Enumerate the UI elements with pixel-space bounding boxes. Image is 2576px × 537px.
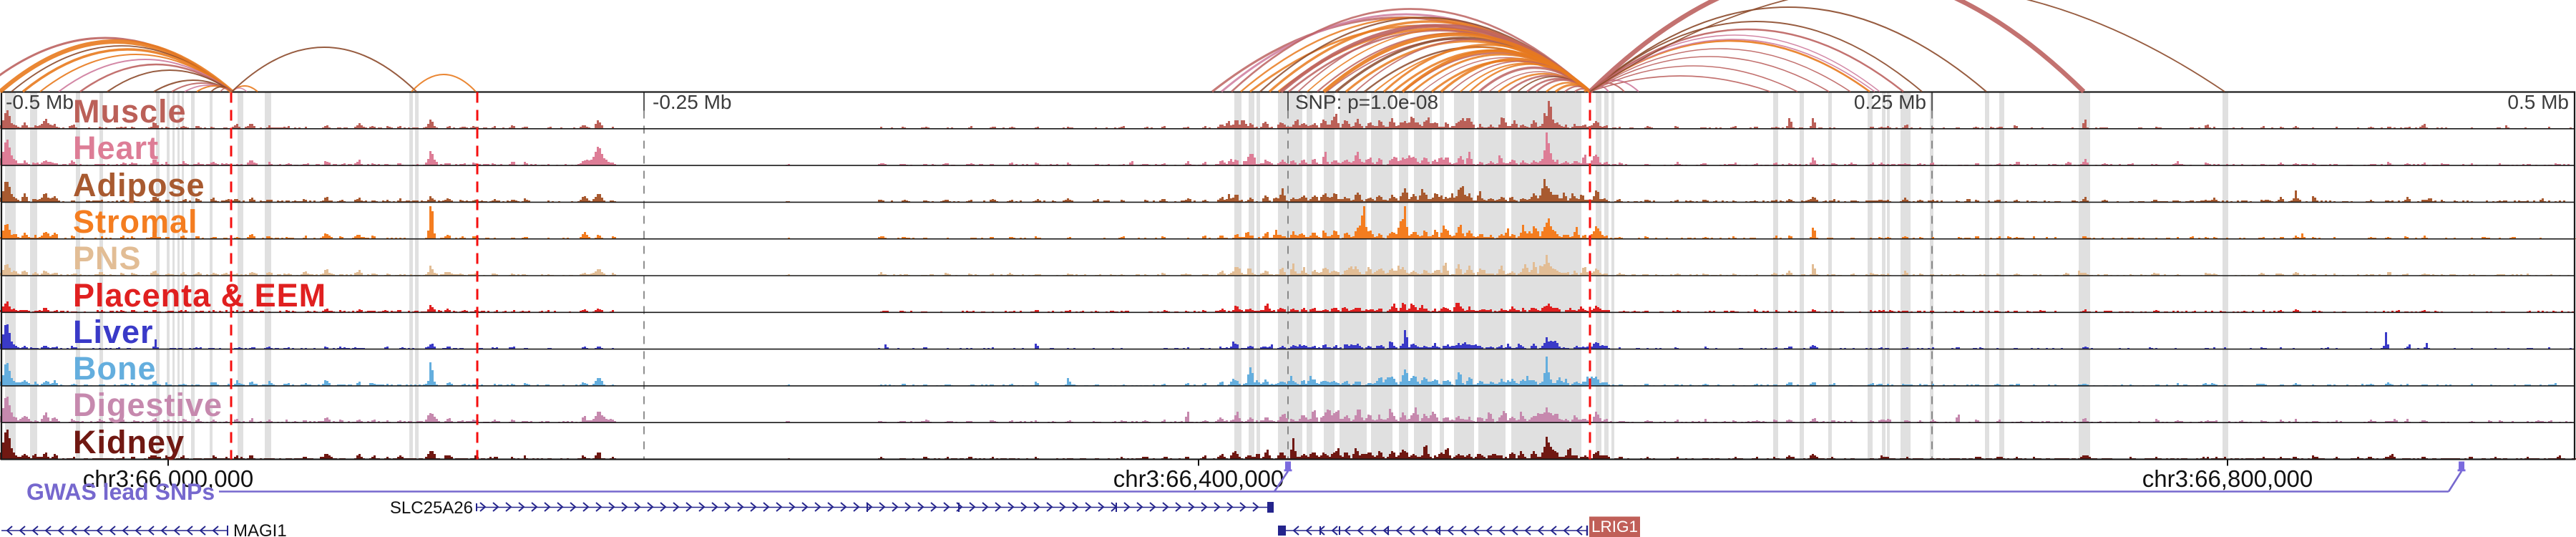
svg-text:Kidney: Kidney xyxy=(73,424,185,460)
svg-text:0.25 Mb: 0.25 Mb xyxy=(1854,91,1926,113)
svg-text:LRIG1: LRIG1 xyxy=(1591,518,1638,536)
svg-text:Stromal: Stromal xyxy=(73,203,198,240)
svg-text:0.5 Mb: 0.5 Mb xyxy=(2507,91,2569,113)
svg-text:Adipose: Adipose xyxy=(73,167,205,203)
svg-text:SLC25A26: SLC25A26 xyxy=(390,498,473,518)
svg-text:Heart: Heart xyxy=(73,130,159,166)
svg-text:SNP: p=1.0e-08: SNP: p=1.0e-08 xyxy=(1295,91,1438,113)
svg-text:chr3:66,800,000: chr3:66,800,000 xyxy=(2142,465,2313,492)
svg-text:Bone: Bone xyxy=(73,350,157,387)
svg-text:Placenta & EEM: Placenta & EEM xyxy=(73,277,326,314)
svg-text:chr3:66,000,000: chr3:66,000,000 xyxy=(83,465,254,492)
svg-text:Digestive: Digestive xyxy=(73,387,223,423)
svg-text:MAGI1: MAGI1 xyxy=(233,521,287,537)
svg-text:-0.25 Mb: -0.25 Mb xyxy=(653,91,732,113)
svg-text:Liver: Liver xyxy=(73,314,154,350)
svg-text:-0.5 Mb: -0.5 Mb xyxy=(6,91,74,113)
svg-text:Muscle: Muscle xyxy=(73,93,187,130)
svg-text:GWAS lead SNPs: GWAS lead SNPs xyxy=(26,479,215,505)
svg-text:chr3:66,400,000: chr3:66,400,000 xyxy=(1113,465,1284,492)
svg-text:PNS: PNS xyxy=(73,240,142,276)
